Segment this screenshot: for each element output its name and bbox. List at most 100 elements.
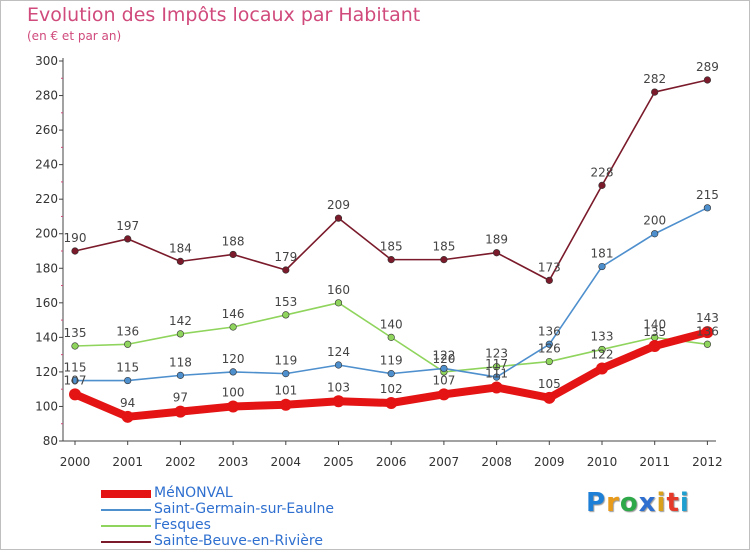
- legend-swatch: [101, 509, 151, 511]
- x-tick-label: 2009: [534, 455, 565, 469]
- data-point: [493, 249, 501, 257]
- data-label: 215: [696, 188, 719, 202]
- data-label: 189: [485, 233, 508, 247]
- data-label: 140: [643, 317, 666, 331]
- data-point: [598, 262, 606, 271]
- data-label: 282: [643, 72, 666, 86]
- data-label: 107: [432, 373, 455, 387]
- x-tick-label: 2011: [639, 455, 670, 469]
- chart-subtitle: (en € et par an): [27, 29, 122, 43]
- data-point: [490, 381, 503, 394]
- legend-label: MéNONVAL: [154, 485, 233, 501]
- proxiti-logo: Proxiti: [586, 488, 690, 518]
- data-point: [229, 368, 237, 376]
- y-tick-label: 160: [35, 296, 58, 310]
- y-tick-label: 140: [35, 330, 58, 344]
- y-tick-label: 280: [35, 89, 58, 103]
- logo-letter: t: [666, 488, 680, 518]
- data-label: 197: [116, 219, 139, 233]
- data-labels: 107 94 97 100 101 103 102 107 111 105 122 135 143 115…: [64, 60, 719, 410]
- data-label: 173: [538, 260, 561, 274]
- y-tick-label: 180: [35, 261, 58, 275]
- data-point: [598, 181, 606, 189]
- data-label: 136: [538, 324, 561, 338]
- data-label: 119: [274, 354, 297, 368]
- data-label: 120: [432, 352, 455, 366]
- data-point: [437, 388, 450, 401]
- data-label: 181: [591, 247, 614, 261]
- data-point: [543, 391, 556, 404]
- data-point: [440, 364, 448, 373]
- data-label: 136: [696, 324, 719, 338]
- data-label: 289: [696, 60, 719, 74]
- x-tick-label: 2005: [323, 455, 354, 469]
- legend-item: Fesques: [101, 517, 401, 534]
- data-label: 136: [116, 324, 139, 338]
- data-label: 102: [380, 382, 403, 396]
- data-label: 160: [327, 283, 350, 297]
- chart-title: Evolution des Impôts locaux par Habitant: [27, 4, 421, 26]
- data-label: 111: [485, 366, 508, 380]
- data-label: 117: [485, 357, 508, 371]
- data-point: [703, 204, 712, 212]
- legend-label: Sainte-Beuve-en-Rivière: [154, 533, 323, 549]
- data-label: 146: [222, 307, 245, 321]
- data-label: 190: [64, 231, 87, 245]
- data-label: 122: [432, 348, 455, 362]
- legend: MéNONVAL Saint-Germain-sur-Eaulne Fesques S…: [101, 485, 401, 550]
- data-point: [124, 376, 132, 385]
- data-point: [229, 250, 237, 259]
- data-point: [121, 410, 134, 423]
- data-label: 115: [116, 361, 139, 375]
- y-tick-label: 220: [35, 192, 58, 206]
- data-label: 126: [538, 342, 561, 356]
- data-label: 200: [643, 214, 666, 228]
- data-point: [71, 342, 79, 350]
- data-point: [596, 362, 608, 375]
- data-label: 103: [327, 380, 350, 394]
- data-label: 115: [64, 361, 87, 375]
- data-label: 124: [327, 345, 350, 359]
- x-tick-label: 2010: [587, 455, 618, 469]
- x-tick-label: 2002: [165, 455, 196, 469]
- y-tick-label: 120: [35, 365, 58, 379]
- data-label: 228: [591, 165, 614, 179]
- data-label: 142: [169, 314, 192, 328]
- x-tick-label: 2007: [429, 455, 460, 469]
- y-tick-label: 300: [35, 54, 58, 68]
- x-tick-label: 2004: [271, 455, 302, 469]
- data-label: 184: [169, 241, 192, 255]
- data-label: 209: [327, 198, 350, 212]
- data-label: 105: [538, 377, 561, 391]
- x-tick-label: 2003: [218, 455, 249, 469]
- legend-item: MéNONVAL: [101, 485, 401, 502]
- data-point: [440, 256, 448, 264]
- data-point: [703, 76, 712, 84]
- data-label: 122: [591, 347, 614, 361]
- data-point: [282, 266, 290, 274]
- logo-letter: i: [656, 488, 667, 518]
- data-label: 140: [380, 317, 403, 331]
- data-point: [651, 230, 659, 238]
- legend-swatch: [101, 541, 151, 543]
- y-tick-label: 200: [35, 227, 58, 241]
- data-label: 101: [274, 384, 297, 398]
- data-point: [334, 214, 343, 222]
- data-point: [176, 257, 184, 265]
- data-label: 123: [485, 347, 508, 361]
- logo-letter: o: [619, 488, 639, 518]
- legend-label: Fesques: [154, 517, 211, 533]
- series-lines: [69, 76, 714, 423]
- data-label: 133: [591, 329, 614, 343]
- y-tick-label: 80: [43, 434, 58, 448]
- data-point: [229, 323, 237, 331]
- data-label: 94: [120, 396, 135, 410]
- data-label: 143: [696, 311, 719, 325]
- y-tick-label: 260: [35, 123, 58, 137]
- data-label: 118: [169, 355, 192, 369]
- data-point: [703, 340, 712, 348]
- x-tick-label: 2000: [60, 455, 91, 469]
- data-label: 100: [222, 385, 245, 399]
